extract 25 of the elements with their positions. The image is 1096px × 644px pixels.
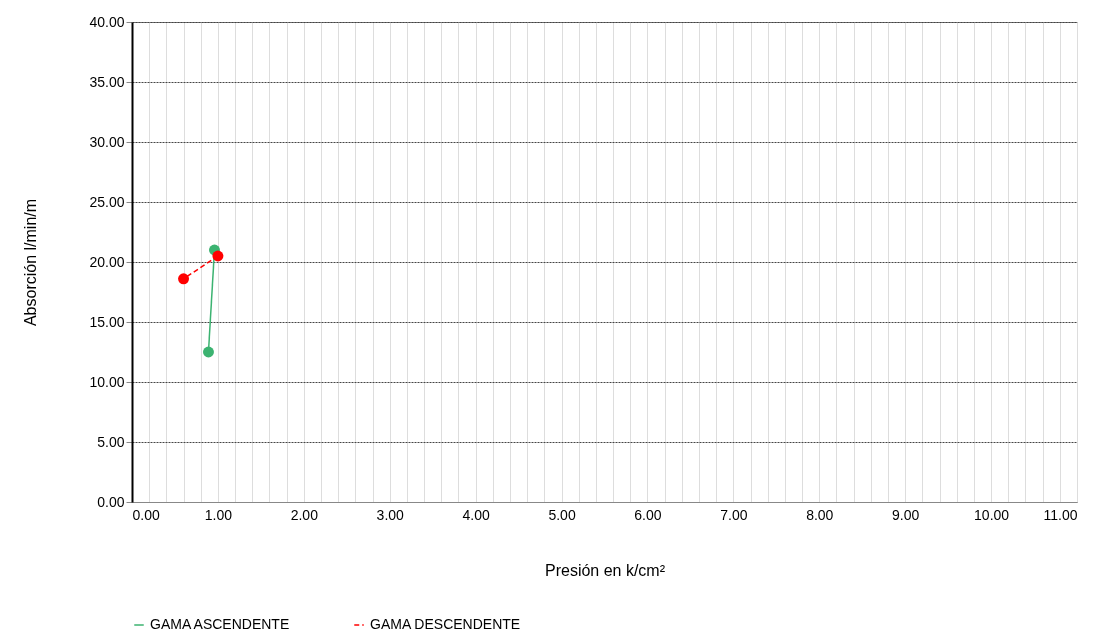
y-tick-label: 10.00 <box>89 373 125 390</box>
legend-label: GAMA DESCENDENTE <box>370 616 521 632</box>
x-tick-label: 11.00 <box>1043 506 1078 523</box>
y-tick-label: 20.00 <box>89 253 125 270</box>
y-tick-label: 35.00 <box>89 73 125 90</box>
y-tick-label: 15.00 <box>89 313 125 330</box>
y-axis-title: Absorción l/min/m <box>22 198 40 327</box>
y-tick-label: 40.00 <box>89 13 125 30</box>
x-tick-label: 9.00 <box>892 506 920 523</box>
y-tick-label: 0.00 <box>97 493 125 510</box>
x-tick-label: 10.00 <box>974 506 1010 523</box>
x-tick-label: 6.00 <box>634 506 662 523</box>
x-tick-label: 1.00 <box>204 506 233 523</box>
x-tick-label: 0.00 <box>132 506 160 523</box>
x-axis-title: Presión en k/cm² <box>544 561 666 579</box>
x-tick-label: 3.00 <box>376 506 405 523</box>
legend-label: GAMA ASCENDENTE <box>150 616 290 632</box>
y-tick-label: 30.00 <box>89 133 125 150</box>
x-tick-label: 7.00 <box>720 506 748 523</box>
y-tick-label: 5.00 <box>97 433 125 450</box>
x-tick-label: 2.00 <box>290 506 319 523</box>
x-tick-label: 8.00 <box>806 506 834 523</box>
y-tick-label: 25.00 <box>89 193 125 210</box>
x-tick-label: 4.00 <box>462 506 490 523</box>
x-tick-label: 5.00 <box>548 506 576 523</box>
